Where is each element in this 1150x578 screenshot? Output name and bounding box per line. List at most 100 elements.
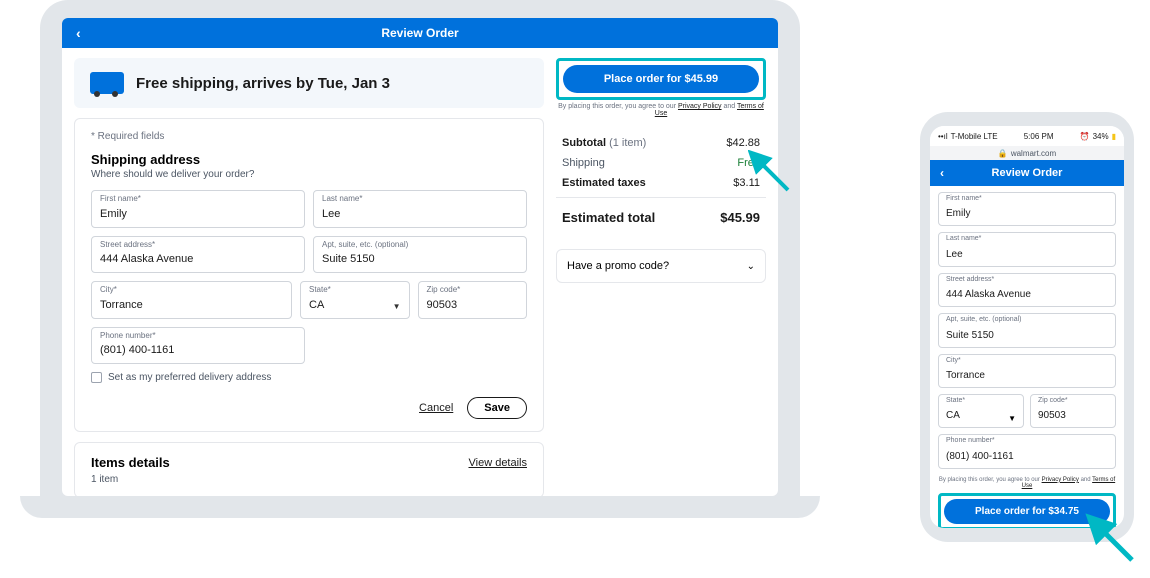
phone-frame: ••ılT-Mobile LTE 5:06 PM ⏰34%▮ 🔒walmart.… xyxy=(920,112,1134,542)
items-card: Items details View details 1 item xyxy=(74,442,544,496)
legal-and: and xyxy=(722,103,737,110)
back-icon[interactable]: ‹ xyxy=(940,166,944,180)
field-label: Zip code* xyxy=(1038,397,1108,405)
tax-row: Estimated taxes $3.11 xyxy=(556,173,766,193)
zip-field[interactable]: Zip code* 90503 xyxy=(1030,394,1116,428)
page-content: First name* Emily Last name* Lee Street … xyxy=(930,186,1124,528)
highlight-box: Place order for $34.75 xyxy=(938,493,1116,528)
right-column: Place order for $45.99 By placing this o… xyxy=(556,58,766,496)
section-title: Shipping address xyxy=(91,152,527,167)
tax-value: $3.11 xyxy=(733,177,760,189)
laptop-base xyxy=(20,496,820,518)
shipping-row: Shipping Free xyxy=(556,153,766,173)
save-button[interactable]: Save xyxy=(467,397,527,419)
privacy-link[interactable]: Privacy Policy xyxy=(678,103,722,110)
left-column: Free shipping, arrives by Tue, Jan 3 * R… xyxy=(74,58,544,496)
chevron-down-icon: ▼ xyxy=(1008,414,1016,423)
cancel-button[interactable]: Cancel xyxy=(419,402,453,414)
total-label: Estimated total xyxy=(562,210,655,225)
field-value: Lee xyxy=(946,249,963,260)
field-label: City* xyxy=(946,357,1108,365)
field-value: (801) 400-1161 xyxy=(946,451,1014,462)
phone-screen: ••ılT-Mobile LTE 5:06 PM ⏰34%▮ 🔒walmart.… xyxy=(930,126,1124,528)
field-value: Suite 5150 xyxy=(322,253,375,265)
promo-label: Have a promo code? xyxy=(567,260,669,272)
shipping-value: Free xyxy=(737,157,760,169)
battery-label: 34% xyxy=(1093,132,1109,141)
apt-field[interactable]: Apt, suite, etc. (optional) Suite 5150 xyxy=(938,313,1116,347)
state-select[interactable]: State* CA ▼ xyxy=(300,281,410,319)
field-value: 444 Alaska Avenue xyxy=(946,289,1031,300)
chevron-down-icon: ▼ xyxy=(393,302,401,311)
last-name-field[interactable]: Last name* Lee xyxy=(938,232,1116,266)
field-value: CA xyxy=(946,410,960,421)
phone-field[interactable]: Phone number* (801) 400-1161 xyxy=(938,434,1116,468)
field-value: 90503 xyxy=(427,299,458,311)
city-field[interactable]: City* Torrance xyxy=(938,354,1116,388)
field-label: Apt, suite, etc. (optional) xyxy=(322,240,518,250)
apt-field[interactable]: Apt, suite, etc. (optional) Suite 5150 xyxy=(313,236,527,274)
lock-icon: 🔒 xyxy=(998,149,1008,158)
place-order-section: Place order for $45.99 By placing this o… xyxy=(556,58,766,117)
place-order-button[interactable]: Place order for $45.99 xyxy=(563,65,759,93)
tax-label: Estimated taxes xyxy=(562,177,646,189)
zip-field[interactable]: Zip code* 90503 xyxy=(418,281,528,319)
page-header: ‹ Review Order xyxy=(62,18,778,48)
street-field[interactable]: Street address* 444 Alaska Avenue xyxy=(91,236,305,274)
signal-icon: ••ıl xyxy=(938,132,948,141)
field-label: Phone number* xyxy=(100,331,296,341)
field-value: CA xyxy=(309,299,324,311)
items-count: 1 item xyxy=(91,474,527,485)
battery-icon: ▮ xyxy=(1112,132,1116,141)
first-name-field[interactable]: First name* Emily xyxy=(938,192,1116,226)
view-details-link[interactable]: View details xyxy=(469,457,528,469)
field-value: Torrance xyxy=(946,370,985,381)
last-name-field[interactable]: Last name* Lee xyxy=(313,190,527,228)
chevron-down-icon: ⌄ xyxy=(747,261,755,272)
total-value: $45.99 xyxy=(720,210,760,225)
field-value: 444 Alaska Avenue xyxy=(100,253,193,265)
field-label: First name* xyxy=(946,195,1108,203)
back-icon[interactable]: ‹ xyxy=(76,25,81,41)
shipping-banner: Free shipping, arrives by Tue, Jan 3 xyxy=(74,58,544,108)
alarm-icon: ⏰ xyxy=(1080,132,1090,141)
required-note: * Required fields xyxy=(91,131,527,142)
field-label: Street address* xyxy=(100,240,296,250)
clock: 5:06 PM xyxy=(1024,132,1054,141)
preferred-address-row[interactable]: Set as my preferred delivery address xyxy=(91,372,527,383)
subtotal-label: Subtotal xyxy=(562,137,606,149)
items-title: Items details xyxy=(91,455,170,470)
field-value: (801) 400-1161 xyxy=(100,344,174,356)
laptop-screen: ‹ Review Order Free shipping, arrives by… xyxy=(62,18,778,496)
shipping-text: Free shipping, arrives by Tue, Jan 3 xyxy=(136,75,390,92)
carrier-label: T-Mobile LTE xyxy=(951,132,998,141)
legal-prefix: By placing this order, you agree to our xyxy=(558,103,678,110)
laptop-frame: ‹ Review Order Free shipping, arrives by… xyxy=(20,0,820,548)
truck-icon xyxy=(90,72,124,94)
field-label: Apt, suite, etc. (optional) xyxy=(946,316,1108,324)
state-select[interactable]: State* CA ▼ xyxy=(938,394,1024,428)
field-label: Last name* xyxy=(322,194,518,204)
field-value: Suite 5150 xyxy=(946,330,994,341)
highlight-box: Place order for $45.99 xyxy=(556,58,766,100)
checkbox-icon[interactable] xyxy=(91,372,102,383)
divider xyxy=(556,197,766,198)
field-label: Zip code* xyxy=(427,285,519,295)
section-subtitle: Where should we deliver your order? xyxy=(91,169,527,180)
first-name-field[interactable]: First name* Emily xyxy=(91,190,305,228)
legal-and: and xyxy=(1079,477,1092,483)
url-bar[interactable]: 🔒walmart.com xyxy=(930,146,1124,160)
subtotal-value: $42.88 xyxy=(726,137,760,149)
page-title: Review Order xyxy=(992,167,1063,179)
promo-toggle[interactable]: Have a promo code? ⌄ xyxy=(556,249,766,283)
field-value: Lee xyxy=(322,208,340,220)
place-order-button[interactable]: Place order for $34.75 xyxy=(944,499,1110,524)
city-field[interactable]: City* Torrance xyxy=(91,281,292,319)
phone-field[interactable]: Phone number* (801) 400-1161 xyxy=(91,327,305,365)
field-value: Torrance xyxy=(100,299,143,311)
order-summary: Subtotal (1 item) $42.88 Shipping Free E… xyxy=(556,125,766,241)
privacy-link[interactable]: Privacy Policy xyxy=(1042,477,1079,483)
legal-text: By placing this order, you agree to our … xyxy=(556,103,766,117)
subtotal-qty: (1 item) xyxy=(609,137,646,149)
street-field[interactable]: Street address* 444 Alaska Avenue xyxy=(938,273,1116,307)
